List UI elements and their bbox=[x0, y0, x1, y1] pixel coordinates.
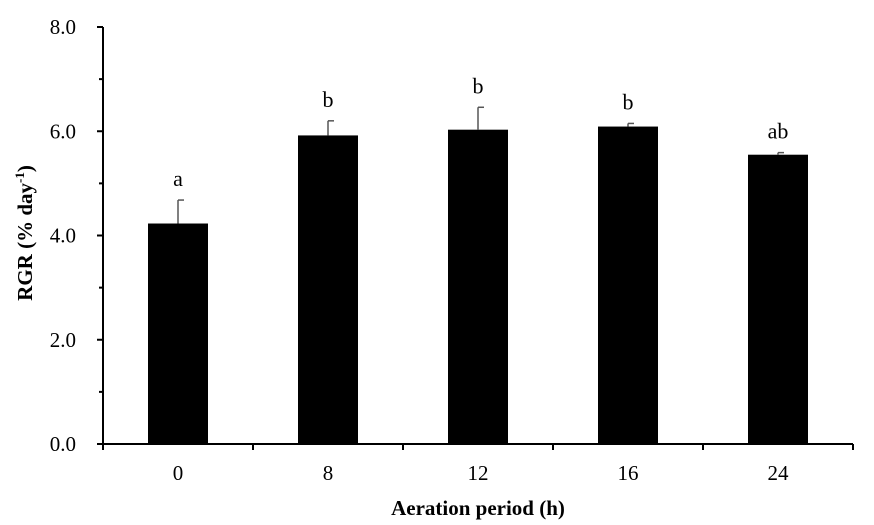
significance-letter: b bbox=[323, 87, 334, 112]
y-tick-label: 2.0 bbox=[50, 328, 76, 352]
x-axis-title: Aeration period (h) bbox=[391, 496, 565, 520]
y-axis: 0.0 2.0 4.0 6.0 8.0 bbox=[50, 15, 104, 456]
y-tick-label: 8.0 bbox=[50, 15, 76, 39]
y-axis-title-close: ) bbox=[13, 165, 37, 172]
error-bars bbox=[177, 106, 784, 224]
x-tick-label: 8 bbox=[323, 461, 334, 485]
y-axis-title-main: RGR (% day bbox=[13, 183, 37, 301]
y-axis-title: RGR (% day-1) bbox=[12, 165, 37, 301]
x-tick-label: 12 bbox=[468, 461, 489, 485]
bar bbox=[448, 129, 508, 444]
bar bbox=[598, 126, 658, 444]
x-tick-label: 0 bbox=[173, 461, 184, 485]
significance-letter: b bbox=[473, 73, 484, 98]
x-axis: 0 8 12 16 24 bbox=[102, 443, 854, 485]
y-axis-title-superscript: -1 bbox=[12, 172, 27, 183]
significance-letter: b bbox=[623, 89, 634, 114]
bars bbox=[148, 126, 808, 445]
x-tick-label: 24 bbox=[768, 461, 790, 485]
x-tick-label: 16 bbox=[618, 461, 639, 485]
bar bbox=[148, 223, 208, 444]
bar bbox=[748, 154, 808, 445]
y-tick-label: 0.0 bbox=[50, 432, 76, 456]
bar bbox=[298, 135, 358, 445]
significance-letter: ab bbox=[768, 119, 789, 144]
y-tick-label: 4.0 bbox=[50, 224, 76, 248]
y-tick-label: 6.0 bbox=[50, 119, 76, 143]
significance-letter: a bbox=[173, 166, 183, 191]
